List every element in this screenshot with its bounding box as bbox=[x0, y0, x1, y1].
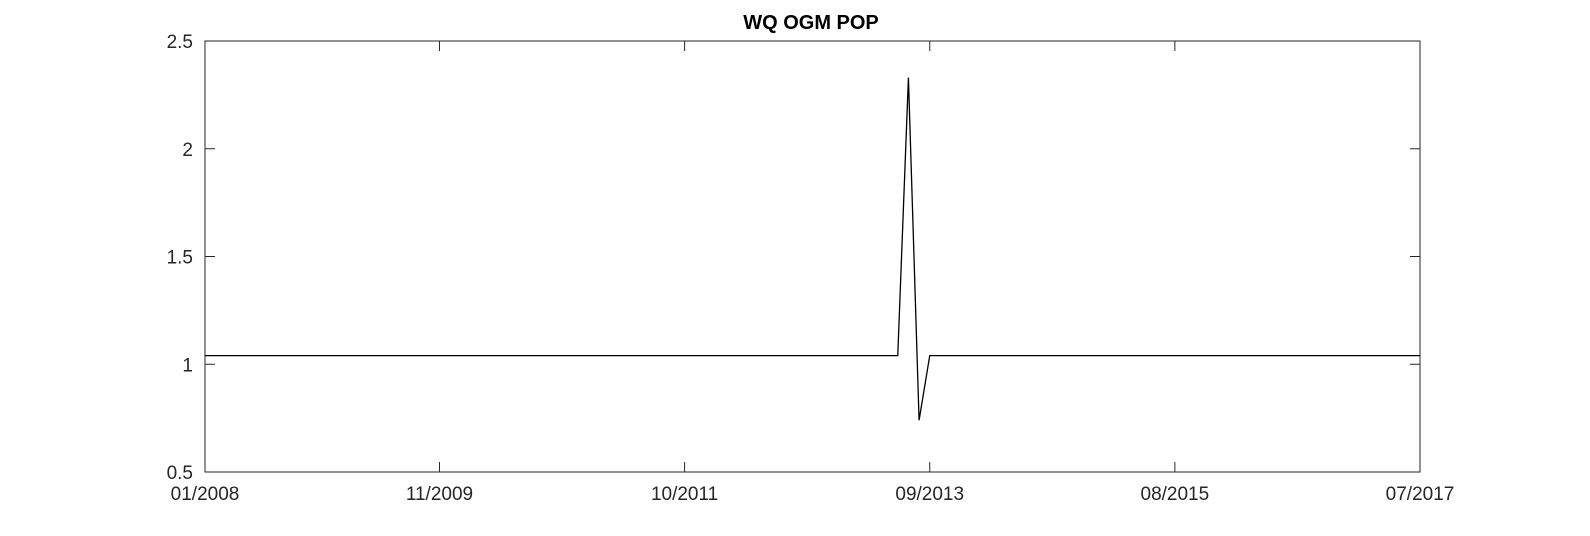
x-tick-label: 11/2009 bbox=[406, 484, 473, 505]
axes: 01/2008 11/2009 10/2011 09/2013 08/2015 07/20… bbox=[167, 32, 1455, 505]
series-line bbox=[205, 77, 1420, 421]
x-tick-label: 09/2013 bbox=[895, 484, 964, 505]
plot-frame bbox=[204, 40, 1421, 473]
x-tick-label: 08/2015 bbox=[1141, 484, 1210, 505]
y-tick-label: 2.5 bbox=[167, 32, 193, 53]
y-tick-label: 1.5 bbox=[167, 248, 193, 269]
y-tick-label: 1 bbox=[182, 355, 193, 376]
series-lines bbox=[205, 77, 1420, 421]
x-tick-label: 01/2008 bbox=[171, 484, 240, 505]
y-tick-label: 2 bbox=[182, 140, 193, 161]
chart-title: WQ OGM POP bbox=[743, 12, 879, 34]
x-tick-label: 10/2011 bbox=[651, 484, 718, 505]
y-tick-label: 0.5 bbox=[167, 463, 193, 484]
x-tick-label: 07/2017 bbox=[1386, 484, 1455, 505]
